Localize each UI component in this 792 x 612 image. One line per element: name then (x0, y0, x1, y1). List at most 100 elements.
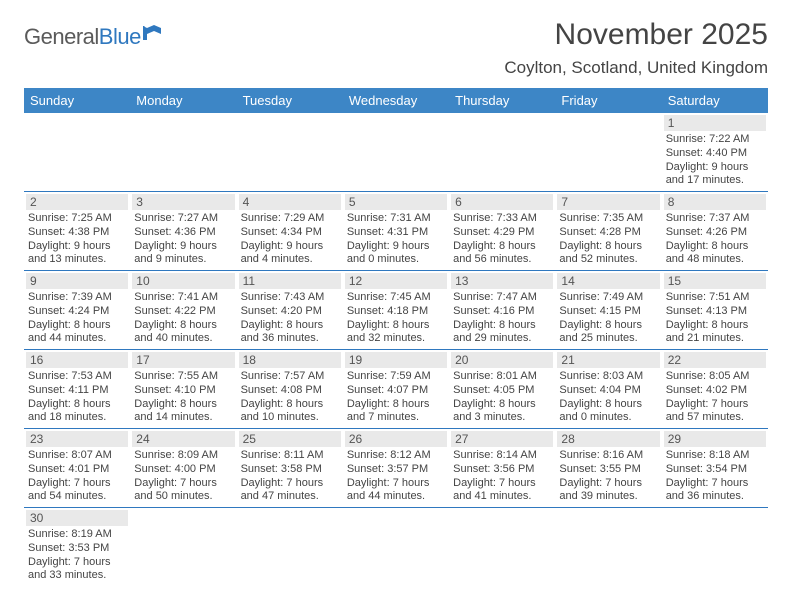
calendar-thead: SundayMondayTuesdayWednesdayThursdayFrid… (24, 88, 768, 113)
sunset-line: Sunset: 3:53 PM (26, 542, 128, 556)
calendar-week-row: 2Sunrise: 7:25 AMSunset: 4:38 PMDaylight… (24, 192, 768, 271)
calendar-week-row: 9Sunrise: 7:39 AMSunset: 4:24 PMDaylight… (24, 271, 768, 350)
daylight-line: Daylight: 8 hours and 52 minutes. (557, 240, 659, 268)
sunrise-line: Sunrise: 8:11 AM (239, 449, 341, 463)
daylight-line: Daylight: 7 hours and 36 minutes. (664, 477, 766, 505)
calendar-day-cell: 1Sunrise: 7:22 AMSunset: 4:40 PMDaylight… (662, 113, 768, 192)
daylight-line: Daylight: 7 hours and 47 minutes. (239, 477, 341, 505)
daylight-line: Daylight: 8 hours and 14 minutes. (132, 398, 234, 426)
day-number: 15 (664, 273, 766, 289)
weekday-header: Sunday (24, 88, 130, 113)
sunrise-line: Sunrise: 7:51 AM (664, 291, 766, 305)
sunset-line: Sunset: 4:02 PM (664, 384, 766, 398)
sunrise-line: Sunrise: 7:29 AM (239, 212, 341, 226)
sunrise-line: Sunrise: 8:05 AM (664, 370, 766, 384)
day-number: 16 (26, 352, 128, 368)
title-block: November 2025 Coylton, Scotland, United … (504, 18, 768, 78)
calendar-week-row: 23Sunrise: 8:07 AMSunset: 4:01 PMDayligh… (24, 429, 768, 508)
day-number: 22 (664, 352, 766, 368)
calendar-empty-cell (343, 508, 449, 587)
calendar-day-cell: 5Sunrise: 7:31 AMSunset: 4:31 PMDaylight… (343, 192, 449, 271)
sunset-line: Sunset: 4:07 PM (345, 384, 447, 398)
day-number: 5 (345, 194, 447, 210)
sunrise-line: Sunrise: 8:19 AM (26, 528, 128, 542)
daylight-line: Daylight: 7 hours and 44 minutes. (345, 477, 447, 505)
weekday-header: Thursday (449, 88, 555, 113)
sunrise-line: Sunrise: 7:31 AM (345, 212, 447, 226)
calendar-day-cell: 23Sunrise: 8:07 AMSunset: 4:01 PMDayligh… (24, 429, 130, 508)
calendar-page: General Blue November 2025 Coylton, Scot… (0, 0, 792, 612)
daylight-line: Daylight: 8 hours and 7 minutes. (345, 398, 447, 426)
sunset-line: Sunset: 4:08 PM (239, 384, 341, 398)
calendar-day-cell: 25Sunrise: 8:11 AMSunset: 3:58 PMDayligh… (237, 429, 343, 508)
sunrise-line: Sunrise: 8:16 AM (557, 449, 659, 463)
day-number: 21 (557, 352, 659, 368)
sunrise-line: Sunrise: 8:14 AM (451, 449, 553, 463)
calendar-empty-cell (24, 113, 130, 192)
sunrise-line: Sunrise: 8:09 AM (132, 449, 234, 463)
sunset-line: Sunset: 4:13 PM (664, 305, 766, 319)
sunrise-line: Sunrise: 8:01 AM (451, 370, 553, 384)
weekday-header: Monday (130, 88, 236, 113)
calendar-day-cell: 14Sunrise: 7:49 AMSunset: 4:15 PMDayligh… (555, 271, 661, 350)
day-number: 8 (664, 194, 766, 210)
flag-icon (143, 20, 165, 46)
calendar-day-cell: 19Sunrise: 7:59 AMSunset: 4:07 PMDayligh… (343, 350, 449, 429)
calendar-day-cell: 15 Sunrise: 7:51 AMSunset: 4:13 PMDayligh… (662, 271, 768, 350)
calendar-day-cell: 4Sunrise: 7:29 AMSunset: 4:34 PMDaylight… (237, 192, 343, 271)
calendar-day-cell: 6Sunrise: 7:33 AMSunset: 4:29 PMDaylight… (449, 192, 555, 271)
sunset-line: Sunset: 4:18 PM (345, 305, 447, 319)
calendar-day-cell: 12Sunrise: 7:45 AMSunset: 4:18 PMDayligh… (343, 271, 449, 350)
calendar-empty-cell (343, 113, 449, 192)
daylight-line: Daylight: 8 hours and 32 minutes. (345, 319, 447, 347)
day-number: 4 (239, 194, 341, 210)
daylight-line: Daylight: 8 hours and 29 minutes. (451, 319, 553, 347)
sunrise-line: Sunrise: 7:22 AM (664, 133, 766, 147)
sunset-line: Sunset: 4:15 PM (557, 305, 659, 319)
day-number: 20 (451, 352, 553, 368)
sunrise-line: Sunrise: 8:07 AM (26, 449, 128, 463)
calendar-day-cell: 18Sunrise: 7:57 AMSunset: 4:08 PMDayligh… (237, 350, 343, 429)
daylight-line: Daylight: 9 hours and 13 minutes. (26, 240, 128, 268)
daylight-line: Daylight: 8 hours and 36 minutes. (239, 319, 341, 347)
daylight-line: Daylight: 9 hours and 9 minutes. (132, 240, 234, 268)
day-number: 28 (557, 431, 659, 447)
logo-word-2: Blue (99, 24, 141, 50)
day-number: 23 (26, 431, 128, 447)
calendar-day-cell: 16Sunrise: 7:53 AMSunset: 4:11 PMDayligh… (24, 350, 130, 429)
daylight-line: Daylight: 7 hours and 54 minutes. (26, 477, 128, 505)
day-number: 11 (239, 273, 341, 289)
day-number: 1 (664, 115, 766, 131)
day-number: 3 (132, 194, 234, 210)
calendar-empty-cell (237, 508, 343, 587)
day-number: 7 (557, 194, 659, 210)
daylight-line: Daylight: 8 hours and 0 minutes. (557, 398, 659, 426)
day-number: 19 (345, 352, 447, 368)
day-number: 26 (345, 431, 447, 447)
day-number: 25 (239, 431, 341, 447)
sunset-line: Sunset: 4:38 PM (26, 226, 128, 240)
calendar-week-row: 16Sunrise: 7:53 AMSunset: 4:11 PMDayligh… (24, 350, 768, 429)
sunset-line: Sunset: 3:55 PM (557, 463, 659, 477)
daylight-line: Daylight: 8 hours and 48 minutes. (664, 240, 766, 268)
calendar-empty-cell (662, 508, 768, 587)
day-number: 27 (451, 431, 553, 447)
sunrise-line: Sunrise: 8:03 AM (557, 370, 659, 384)
daylight-line: Daylight: 8 hours and 40 minutes. (132, 319, 234, 347)
sunrise-line: Sunrise: 7:27 AM (132, 212, 234, 226)
calendar-day-cell: 22Sunrise: 8:05 AMSunset: 4:02 PMDayligh… (662, 350, 768, 429)
sunrise-line: Sunrise: 7:33 AM (451, 212, 553, 226)
calendar-day-cell: 24Sunrise: 8:09 AMSunset: 4:00 PMDayligh… (130, 429, 236, 508)
weekday-header: Tuesday (237, 88, 343, 113)
calendar-day-cell: 17Sunrise: 7:55 AMSunset: 4:10 PMDayligh… (130, 350, 236, 429)
weekday-header: Saturday (662, 88, 768, 113)
daylight-line: Daylight: 9 hours and 0 minutes. (345, 240, 447, 268)
day-number: 12 (345, 273, 447, 289)
daylight-line: Daylight: 8 hours and 21 minutes. (664, 319, 766, 347)
calendar-empty-cell (555, 113, 661, 192)
daylight-line: Daylight: 7 hours and 50 minutes. (132, 477, 234, 505)
daylight-line: Daylight: 9 hours and 4 minutes. (239, 240, 341, 268)
calendar-table: SundayMondayTuesdayWednesdayThursdayFrid… (24, 88, 768, 586)
sunrise-line: Sunrise: 7:37 AM (664, 212, 766, 226)
calendar-day-cell: 21Sunrise: 8:03 AMSunset: 4:04 PMDayligh… (555, 350, 661, 429)
